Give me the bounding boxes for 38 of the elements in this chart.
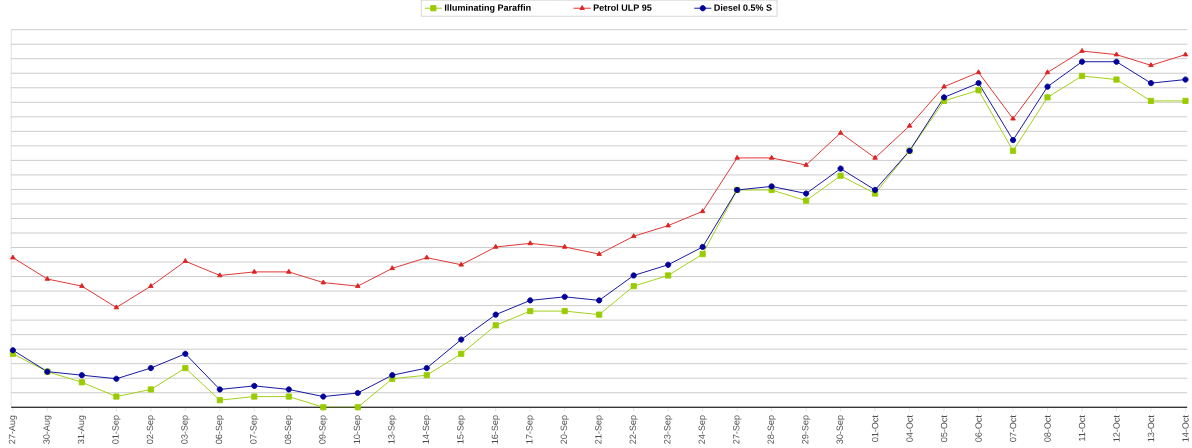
x-tick-label: 31-Aug — [77, 415, 86, 445]
x-tick-label: 13-Sep — [388, 415, 397, 444]
x-tick-label: 20-Sep — [560, 415, 569, 444]
legend-label: Petrol ULP 95 — [593, 4, 652, 12]
x-tick-label: 10-Sep — [353, 415, 362, 444]
x-tick-label: 16-Sep — [491, 415, 500, 444]
x-tick-label: 14-Oct — [1182, 415, 1189, 442]
x-tick-label: 14-Sep — [422, 415, 431, 444]
x-tick-label: 30-Sep — [836, 415, 845, 445]
x-tick-label: 12-Oct — [1113, 415, 1120, 442]
legend-label: Diesel 0.5% S — [714, 4, 772, 12]
x-tick-label: 01-Oct — [871, 415, 879, 443]
x-tick-label: 05-Oct — [940, 415, 948, 443]
x-tick-label: 07-Sep — [250, 415, 259, 445]
x-tick-label: 08-Sep — [284, 415, 293, 445]
x-tick-label: 03-Sep — [181, 415, 190, 445]
x-tick-label: 28-Sep — [767, 415, 776, 444]
x-tick-label: 24-Sep — [698, 415, 707, 444]
x-tick-label: 13-Oct — [1147, 415, 1155, 442]
x-tick-label: 22-Sep — [629, 415, 638, 444]
x-tick-label: 07-Oct — [1009, 415, 1017, 443]
x-tick-label: 09-Sep — [319, 415, 328, 445]
x-tick-label: 04-Oct — [906, 415, 913, 443]
legend-label: Illuminating Paraffin — [444, 4, 531, 13]
x-tick-label: 21-Sep — [595, 415, 604, 444]
x-tick-label: 23-Sep — [664, 415, 673, 444]
x-tick-label: 27-Aug — [8, 415, 17, 444]
x-tick-label: 02-Sep — [146, 415, 155, 445]
x-tick-label: 08-Oct — [1044, 415, 1051, 443]
x-tick-label: 06-Oct — [975, 415, 982, 443]
x-tick-label: 06-Sep — [215, 415, 224, 445]
x-tick-label: 17-Sep — [526, 415, 535, 444]
x-tick-label: 27-Sep — [733, 415, 742, 444]
x-tick-label: 29-Sep — [802, 415, 811, 444]
x-tick-label: 30-Aug — [43, 415, 52, 445]
x-tick-label: 15-Sep — [457, 415, 466, 444]
x-tick-label: 01-Sep — [112, 415, 121, 445]
x-tick-label: 11-Oct — [1078, 415, 1086, 442]
